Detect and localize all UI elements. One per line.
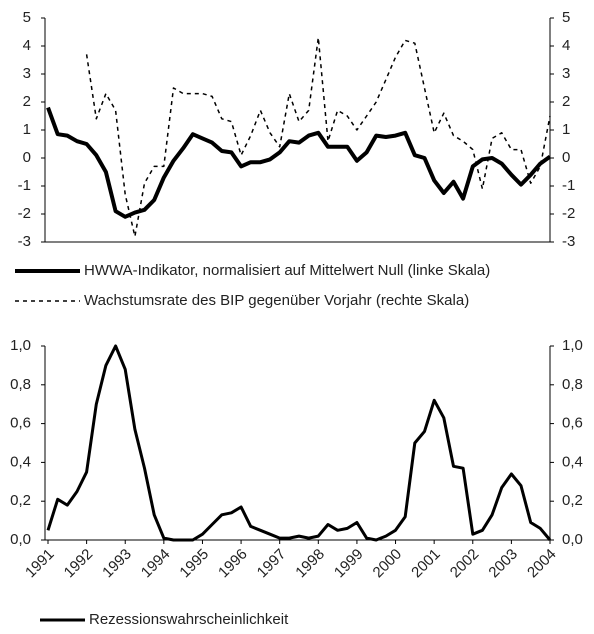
y-tick-label: 0	[23, 149, 31, 166]
series-line	[46, 344, 552, 542]
x-tick-label: 1994	[138, 546, 174, 582]
y2-tick-label: -2	[562, 205, 575, 222]
y2-tick-label: 4	[562, 37, 570, 54]
series-line	[85, 36, 551, 238]
y2-tick-label: 0,2	[562, 492, 583, 509]
x-tick-label: 2001	[408, 546, 444, 582]
y-tick-label: 3	[23, 65, 31, 82]
y-tick-label: 0,8	[10, 376, 31, 393]
x-tick-label: 1995	[176, 546, 212, 582]
y-tick-label: 0,6	[10, 415, 31, 432]
y-tick-label: 0,4	[10, 453, 31, 470]
x-tick-label: 2004	[524, 546, 560, 582]
y2-tick-label: 3	[562, 65, 570, 82]
y-tick-label: -2	[18, 205, 31, 222]
y2-tick-label: 0,8	[562, 376, 583, 393]
y-tick-label: -1	[18, 177, 31, 194]
x-tick-label: 1993	[99, 546, 135, 582]
y2-tick-label: -3	[562, 233, 575, 250]
y2-tick-label: 5	[562, 9, 570, 26]
series-line	[46, 106, 552, 219]
y2-tick-label: 0,0	[562, 531, 583, 548]
y-tick-label: 1	[23, 121, 31, 138]
x-tick-label: 2000	[370, 546, 406, 582]
x-tick-label: 2002	[447, 546, 483, 582]
legend-label: Rezessionswahrscheinlichkeit	[89, 611, 289, 628]
y2-tick-label: 1	[562, 121, 570, 138]
x-tick-label: 1999	[331, 546, 367, 582]
y2-tick-label: 1,0	[562, 337, 583, 354]
y-tick-label: -3	[18, 233, 31, 250]
x-tick-label: 1998	[292, 546, 328, 582]
y2-tick-label: -1	[562, 177, 575, 194]
y2-tick-label: 0,6	[562, 415, 583, 432]
legend-label: HWWA-Indikator, normalisiert auf Mittelw…	[84, 262, 490, 279]
y2-tick-label: 2	[562, 93, 570, 110]
y-tick-label: 0,0	[10, 531, 31, 548]
x-tick-label: 1991	[22, 546, 58, 582]
x-tick-label: 1996	[215, 546, 251, 582]
y-tick-label: 2	[23, 93, 31, 110]
y-tick-label: 0,2	[10, 492, 31, 509]
y-tick-label: 5	[23, 9, 31, 26]
y-tick-label: 1,0	[10, 337, 31, 354]
y2-tick-label: 0	[562, 149, 570, 166]
legend-label: Wachstumsrate des BIP gegenüber Vorjahr …	[84, 292, 469, 309]
x-tick-label: 1992	[61, 546, 97, 582]
y-tick-label: 4	[23, 37, 31, 54]
x-tick-label: 1997	[254, 546, 290, 582]
x-tick-label: 2003	[485, 546, 521, 582]
y2-tick-label: 0,4	[562, 453, 583, 470]
